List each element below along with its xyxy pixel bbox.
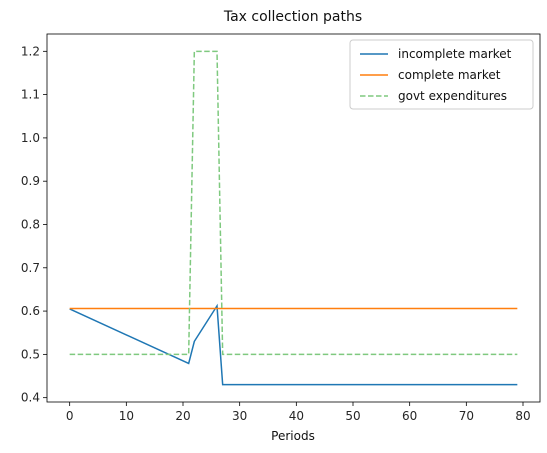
x-tick-label: 70 xyxy=(459,409,474,423)
x-axis-ticks: 0 10 20 30 40 50 60 70 80 xyxy=(66,402,531,423)
y-tick-label: 0.9 xyxy=(21,174,40,188)
x-tick-label: 10 xyxy=(119,409,134,423)
y-tick-label: 1.2 xyxy=(21,44,40,58)
y-tick-label: 0.5 xyxy=(21,347,40,361)
x-axis-label: Periods xyxy=(271,429,315,443)
x-tick-label: 50 xyxy=(345,409,360,423)
x-tick-label: 40 xyxy=(289,409,304,423)
legend-label: complete market xyxy=(398,68,501,82)
y-tick-label: 1.0 xyxy=(21,131,40,145)
x-tick-label: 60 xyxy=(402,409,417,423)
x-tick-label: 0 xyxy=(66,409,74,423)
x-tick-label: 20 xyxy=(175,409,190,423)
x-tick-label: 30 xyxy=(232,409,247,423)
legend-box xyxy=(349,39,534,110)
legend-label: govt expenditures xyxy=(398,89,507,103)
y-tick-label: 0.4 xyxy=(21,391,40,405)
legend: incomplete market complete market govt exp… xyxy=(349,39,534,110)
y-tick-label: 0.8 xyxy=(21,217,40,231)
plot-frame xyxy=(46,33,541,403)
y-tick-label: 1.1 xyxy=(21,88,40,102)
x-tick-label: 80 xyxy=(515,409,530,423)
series-lines xyxy=(69,50,518,386)
chart-title: Tax collection paths xyxy=(223,9,362,25)
series-line-govt-expenditures xyxy=(69,50,518,356)
y-axis-ticks: 0.4 0.5 0.6 0.7 0.8 0.9 1.0 1.1 1.2 xyxy=(21,44,47,405)
legend-label: incomplete market xyxy=(398,47,512,61)
y-tick-label: 0.6 xyxy=(21,304,40,318)
y-tick-label: 0.7 xyxy=(21,261,40,275)
